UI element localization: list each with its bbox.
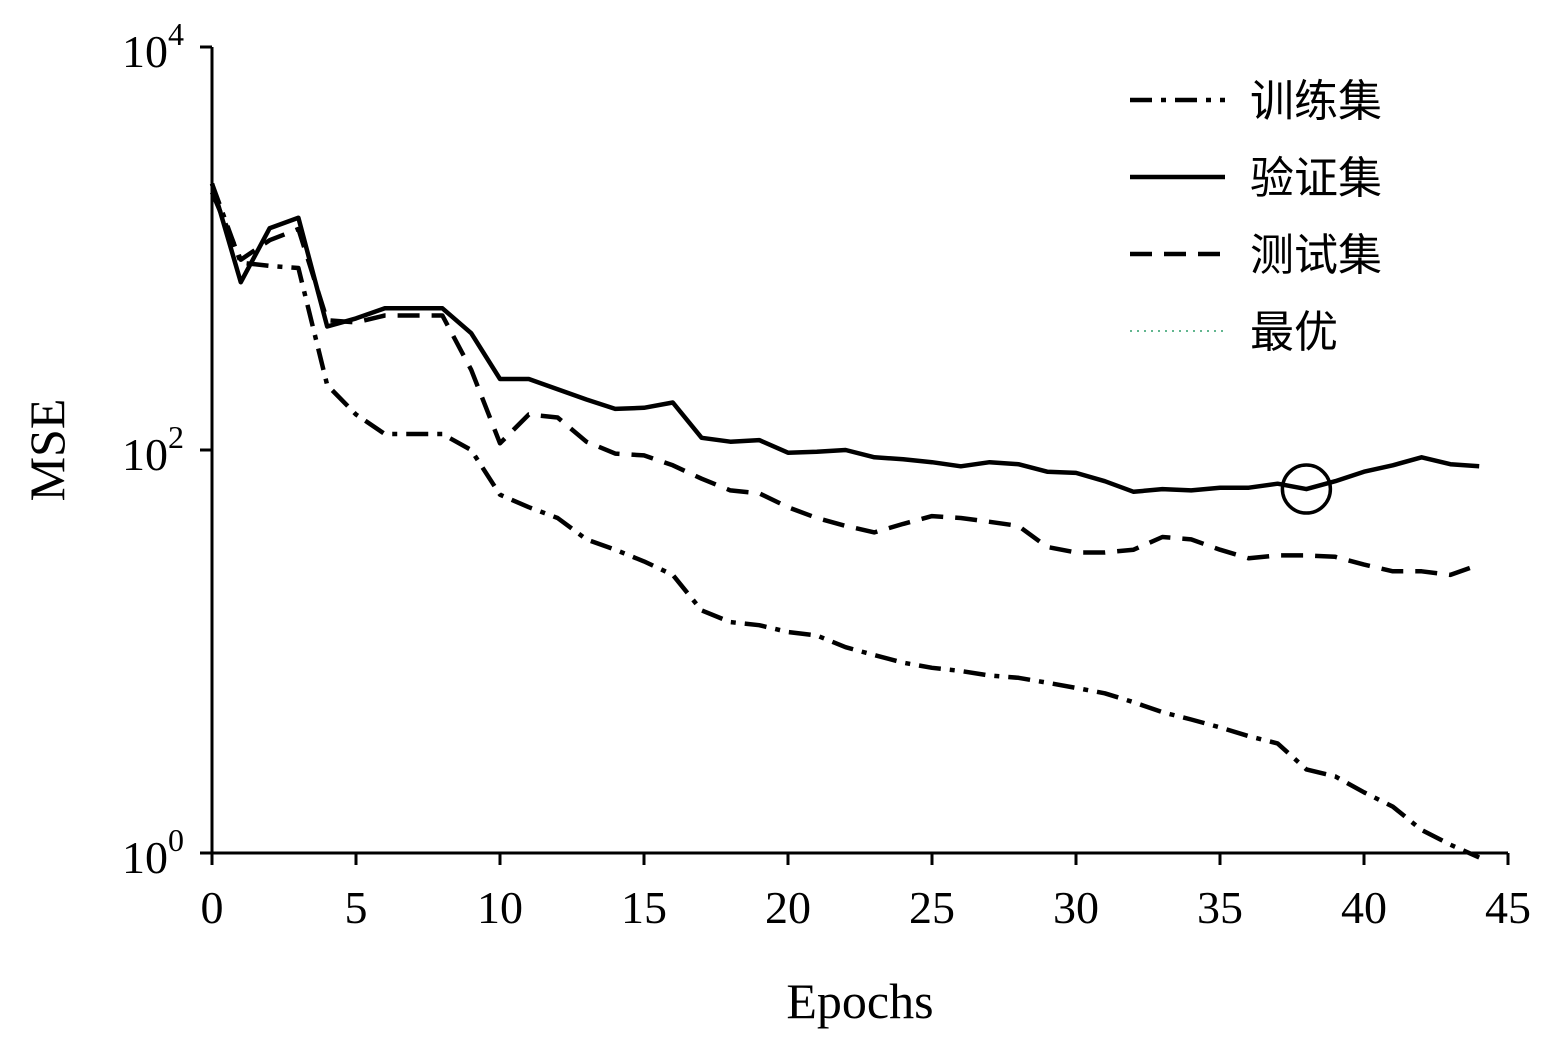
x-tick-label: 35 [1197,882,1243,933]
x-tick-label: 20 [765,882,811,933]
series-layer [209,182,1481,860]
x-axis-label: Epochs [786,973,933,1029]
x-tick-label: 0 [201,882,224,933]
series-line-0 [209,182,1481,860]
legend-label-1: 验证集 [1250,153,1382,204]
x-tick-label: 25 [909,882,955,933]
legend-label-2: 测试集 [1250,230,1382,281]
best-epoch-marker [1280,463,1333,515]
x-tick-label: 10 [477,882,523,933]
y-tick-label: 102 [122,419,184,480]
y-tick-label: 100 [122,822,184,883]
x-tick-label: 40 [1341,882,1387,933]
best-marker-layer [1280,463,1333,515]
x-tick-label: 5 [345,882,368,933]
x-tick-label: 30 [1053,882,1099,933]
series-line-2 [209,191,1480,578]
x-tick-label: 15 [621,882,667,933]
ticks: 0 5 10 15 20 25 30 35 40 45 100 102 104 [122,16,1531,933]
x-tick-label: 45 [1485,882,1531,933]
y-tick-label: 104 [122,16,184,77]
legend-label-0: 训练集 [1250,76,1382,127]
legend-label-3: 最优 [1250,307,1338,358]
series-line-1 [209,182,1480,495]
y-axis-label: MSE [19,399,75,502]
